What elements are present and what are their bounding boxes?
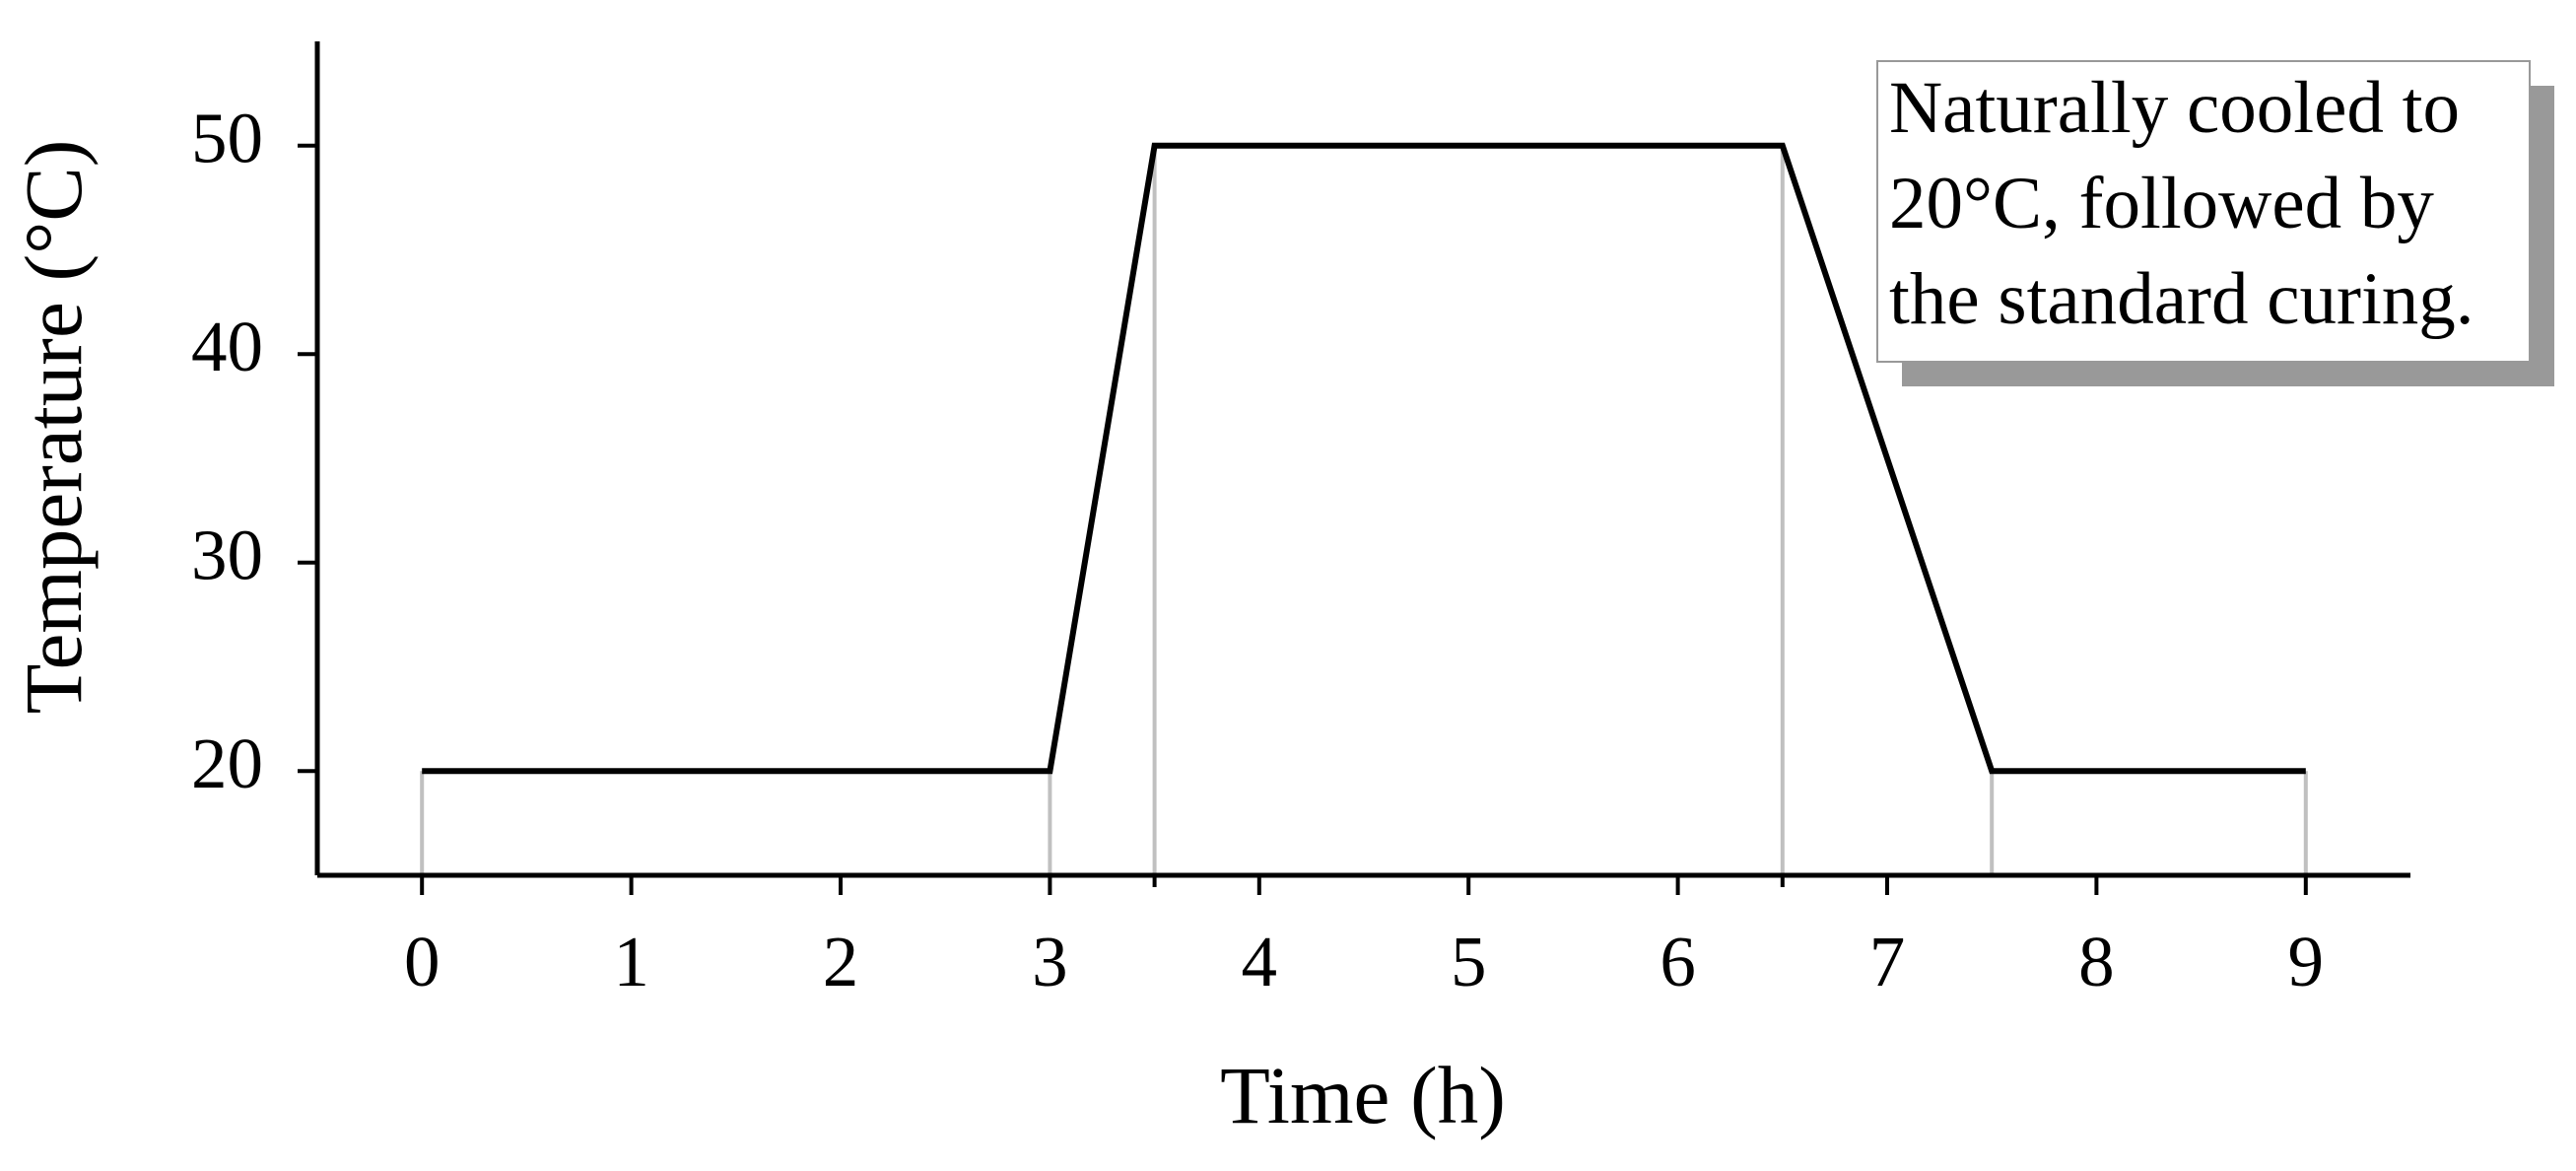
annotation-text: Naturally cooled to bbox=[1889, 67, 2460, 149]
y-tick-label: 20 bbox=[191, 723, 263, 803]
x-tick-label: 0 bbox=[404, 922, 441, 1001]
y-tick-label: 40 bbox=[191, 307, 263, 386]
x-axis-title: Time (h) bbox=[1220, 1050, 1506, 1140]
y-axis-title: Temperature (°C) bbox=[8, 140, 99, 715]
x-tick-label: 1 bbox=[613, 922, 649, 1001]
x-tick-label: 2 bbox=[823, 922, 859, 1001]
x-tick-label: 8 bbox=[2078, 922, 2115, 1001]
x-tick-label: 7 bbox=[1869, 922, 1906, 1001]
x-tick-label: 4 bbox=[1242, 922, 1278, 1001]
x-tick-label: 6 bbox=[1660, 922, 1696, 1001]
y-tick-label: 50 bbox=[191, 99, 263, 178]
x-tick-label: 3 bbox=[1032, 922, 1068, 1001]
data-line bbox=[422, 142, 2306, 775]
x-tick-label: 5 bbox=[1451, 922, 1487, 1001]
annotation-text: the standard curing. bbox=[1889, 258, 2474, 340]
x-tick-label: 9 bbox=[2288, 922, 2325, 1001]
annotation-box bbox=[1876, 60, 2531, 363]
annotation-text: 20°C, followed by bbox=[1889, 163, 2434, 244]
y-tick-label: 30 bbox=[191, 516, 263, 595]
